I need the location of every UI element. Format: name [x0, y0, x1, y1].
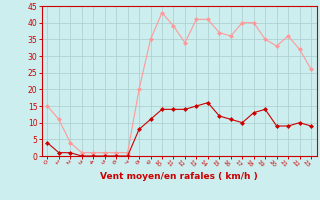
X-axis label: Vent moyen/en rafales ( km/h ): Vent moyen/en rafales ( km/h ) [100, 172, 258, 181]
